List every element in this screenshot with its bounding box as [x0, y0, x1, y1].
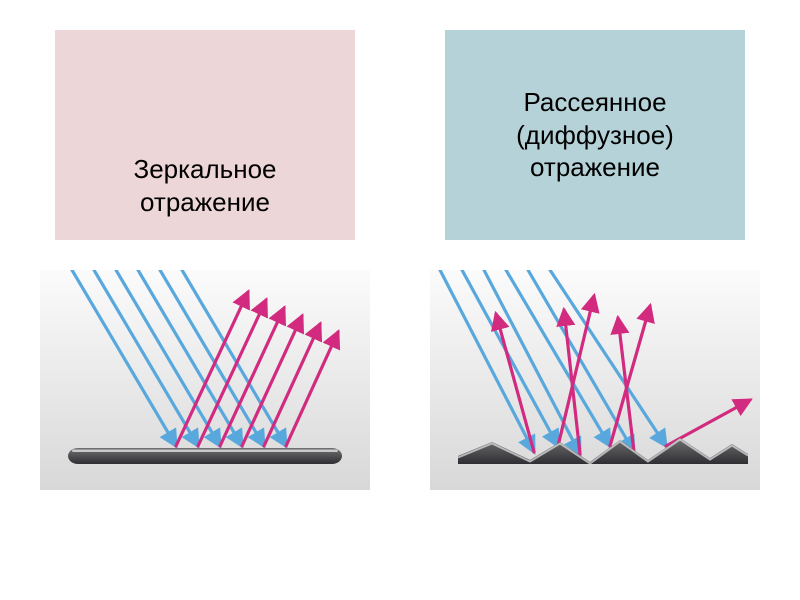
title-box-specular: Зеркальное отражение: [55, 30, 355, 240]
surface-flat: [68, 448, 342, 464]
diagram-diffuse: [430, 270, 760, 490]
column-diffuse: Рассеянное (диффузное) отражение: [430, 30, 760, 490]
title-box-diffuse: Рассеянное (диффузное) отражение: [445, 30, 745, 240]
title-diffuse: Рассеянное (диффузное) отражение: [455, 86, 735, 184]
page: Зеркальное отражение: [0, 0, 800, 600]
diagram-specular: [40, 270, 370, 490]
title-specular: Зеркальное отражение: [65, 153, 345, 218]
column-specular: Зеркальное отражение: [40, 30, 370, 490]
